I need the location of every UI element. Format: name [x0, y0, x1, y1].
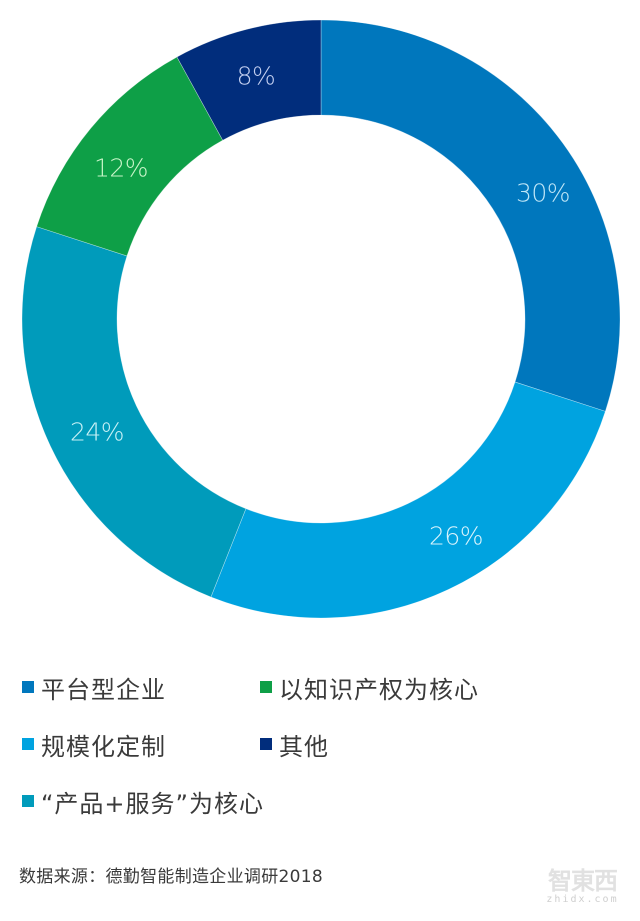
legend-item-product-service: “产品+服务”为核心 [22, 782, 264, 820]
legend-item-ip-core: 以知识产权为核心 [260, 668, 479, 706]
donut-slice [210, 381, 606, 619]
donut-slices [21, 19, 621, 619]
legend-label: 规模化定制 [41, 732, 166, 761]
donut-chart: 30% 26% 24% 12% 8% [21, 19, 621, 619]
legend-item-mass-customization: 规模化定制 [22, 725, 166, 763]
donut-labels: 30% 26% 24% 12% 8% [70, 62, 571, 551]
legend-item-other: 其他 [260, 725, 329, 763]
donut-slice [21, 226, 247, 598]
data-source-note: 数据来源：德勤智能制造企业调研2018 [19, 867, 323, 887]
legend-swatch-icon [260, 681, 272, 693]
legend-swatch-icon [22, 681, 34, 693]
slice-percent-label: 26% [429, 522, 483, 551]
watermark-en-text: zhidx.com [546, 894, 619, 905]
slice-percent-label: 30% [516, 179, 570, 208]
legend-item-platform: 平台型企业 [22, 668, 166, 706]
legend-swatch-icon [22, 738, 34, 750]
watermark-logo: 智東西 zhidx.com [535, 868, 630, 905]
legend-label: 平台型企业 [41, 675, 166, 704]
legend-label: 以知识产权为核心 [279, 675, 479, 704]
legend-label: 其他 [279, 732, 329, 761]
slice-percent-label: 24% [70, 418, 124, 447]
slice-percent-label: 12% [94, 154, 148, 183]
legend-swatch-icon [260, 738, 272, 750]
legend-label: “产品+服务”为核心 [41, 789, 264, 818]
watermark-cn-text: 智東西 [548, 867, 618, 895]
legend-swatch-icon [22, 795, 34, 807]
donut-slice [176, 19, 322, 141]
slice-percent-label: 8% [237, 62, 276, 91]
donut-slice [320, 19, 621, 412]
